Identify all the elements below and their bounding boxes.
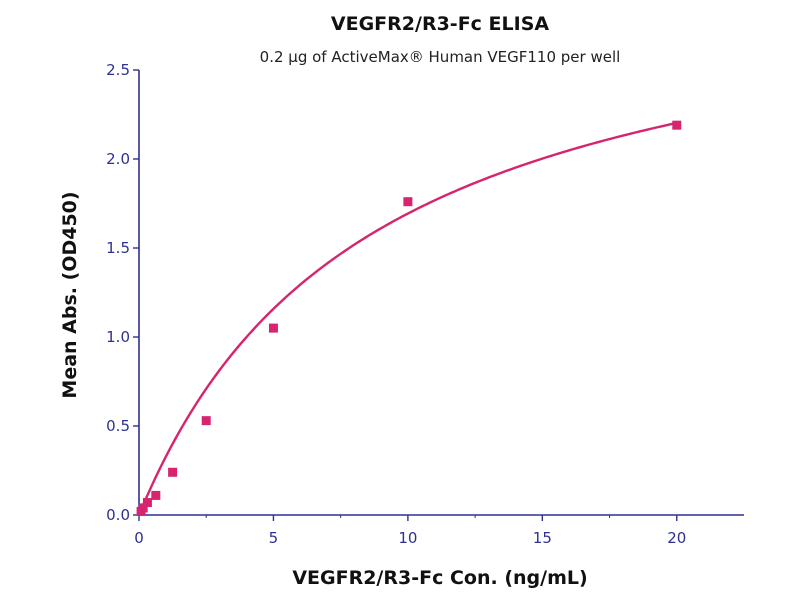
y-tick-label: 2.0	[106, 150, 130, 168]
plot-area: 0.0 0.5 1.0 1.5 2.0 2.5 0 5 10 15 20	[106, 61, 744, 547]
data-point	[142, 498, 152, 508]
y-tick-label: 2.5	[106, 61, 130, 79]
data-point	[151, 490, 161, 500]
x-tick-label: 5	[269, 529, 279, 547]
x-tick-label: 15	[533, 529, 552, 547]
data-point	[168, 467, 178, 477]
y-tick-label: 1.0	[106, 328, 130, 346]
data-point	[403, 197, 413, 207]
x-tick-label: 20	[667, 529, 686, 547]
x-axis-title: VEGFR2/R3-Fc Con. (ng/mL)	[292, 567, 587, 589]
data-point	[201, 416, 211, 426]
chart-title: VEGFR2/R3-Fc ELISA	[331, 13, 549, 35]
fit-curve-line	[137, 121, 678, 516]
chart-subtitle: 0.2 µg of ActiveMax® Human VEGF110 per w…	[260, 48, 621, 66]
data-point	[138, 503, 148, 513]
y-axis-title: Mean Abs. (OD450)	[59, 191, 81, 398]
x-tick-label: 10	[398, 529, 417, 547]
data-point	[268, 323, 278, 333]
x-tick-label: 0	[134, 529, 144, 547]
y-tick-label: 0.0	[106, 506, 130, 524]
y-tick-label: 0.5	[106, 417, 130, 435]
data-point	[672, 120, 682, 130]
y-tick-label: 1.5	[106, 239, 130, 257]
